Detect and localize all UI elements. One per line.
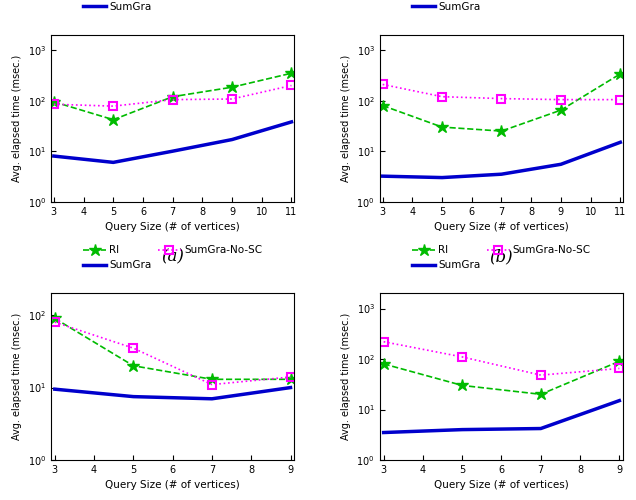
SumGra-No-SC — [287, 374, 294, 380]
Line: SumGra-No-SC: SumGra-No-SC — [378, 80, 625, 104]
RI — [50, 99, 58, 105]
SumGra-No-SC — [208, 382, 216, 388]
Legend: RI, SumGra, SumGra-No-SC: RI, SumGra, SumGra-No-SC — [412, 0, 591, 12]
X-axis label: Query Size (# of vertices): Query Size (# of vertices) — [434, 222, 569, 232]
X-axis label: Query Size (# of vertices): Query Size (# of vertices) — [434, 480, 569, 490]
Line: SumGra: SumGra — [383, 142, 620, 178]
Line: SumGra-No-SC: SumGra-No-SC — [51, 318, 294, 388]
Line: SumGra: SumGra — [384, 400, 619, 432]
SumGra-No-SC — [287, 82, 295, 88]
SumGra-No-SC — [498, 96, 506, 102]
SumGra — [169, 148, 176, 154]
SumGra — [537, 426, 544, 432]
SumGra-No-SC — [380, 338, 387, 344]
Text: (a): (a) — [162, 248, 184, 266]
SumGra — [50, 153, 58, 159]
Text: (b): (b) — [490, 248, 513, 266]
SumGra — [380, 430, 387, 436]
Y-axis label: Avg. elapsed time (msec.): Avg. elapsed time (msec.) — [341, 313, 351, 440]
RI — [537, 392, 544, 398]
Y-axis label: Avg. elapsed time (msec.): Avg. elapsed time (msec.) — [12, 54, 22, 182]
Y-axis label: Avg. elapsed time (msec.): Avg. elapsed time (msec.) — [341, 54, 351, 182]
SumGra-No-SC — [379, 82, 387, 87]
SumGra-No-SC — [169, 96, 176, 102]
RI — [169, 94, 176, 100]
SumGra — [51, 386, 59, 392]
Y-axis label: Avg. elapsed time (msec.): Avg. elapsed time (msec.) — [12, 313, 22, 440]
RI — [109, 116, 117, 122]
RI — [459, 382, 466, 388]
SumGra — [287, 384, 294, 390]
SumGra — [557, 162, 565, 168]
SumGra — [438, 174, 446, 180]
RI — [379, 102, 387, 108]
RI — [557, 107, 565, 113]
SumGra — [459, 426, 466, 432]
RI — [616, 358, 623, 364]
Line: SumGra-No-SC: SumGra-No-SC — [50, 82, 296, 110]
RI — [287, 376, 294, 382]
SumGra — [130, 394, 137, 400]
RI — [498, 128, 506, 134]
X-axis label: Query Size (# of vertices): Query Size (# of vertices) — [106, 222, 240, 232]
SumGra — [616, 140, 624, 145]
SumGra-No-SC — [109, 103, 117, 109]
RI — [380, 361, 387, 367]
SumGra — [208, 396, 216, 402]
RI — [208, 376, 216, 382]
SumGra — [616, 398, 623, 404]
Line: SumGra: SumGra — [54, 122, 291, 162]
Line: RI: RI — [377, 355, 626, 401]
RI — [438, 124, 446, 130]
SumGra-No-SC — [130, 345, 137, 351]
SumGra-No-SC — [51, 319, 59, 325]
Legend: RI, SumGra, SumGra-No-SC: RI, SumGra, SumGra-No-SC — [83, 245, 262, 270]
Line: RI: RI — [48, 67, 298, 126]
SumGra — [109, 160, 117, 166]
SumGra-No-SC — [228, 96, 236, 102]
Line: SumGra-No-SC: SumGra-No-SC — [380, 338, 623, 380]
Legend: RI, SumGra, SumGra-No-SC: RI, SumGra, SumGra-No-SC — [412, 245, 591, 270]
RI — [616, 71, 624, 77]
Line: RI: RI — [48, 312, 297, 386]
SumGra — [498, 171, 506, 177]
Line: RI: RI — [377, 68, 626, 138]
RI — [130, 363, 137, 369]
SumGra-No-SC — [50, 102, 58, 107]
SumGra-No-SC — [616, 366, 623, 372]
Legend: RI, SumGra, SumGra-No-SC: RI, SumGra, SumGra-No-SC — [83, 0, 262, 12]
SumGra-No-SC — [537, 372, 544, 378]
SumGra-No-SC — [459, 354, 466, 360]
SumGra — [379, 173, 387, 179]
SumGra-No-SC — [557, 96, 565, 102]
RI — [51, 316, 59, 322]
RI — [228, 84, 236, 90]
SumGra — [228, 136, 236, 142]
SumGra-No-SC — [616, 96, 624, 102]
SumGra-No-SC — [438, 94, 446, 100]
X-axis label: Query Size (# of vertices): Query Size (# of vertices) — [106, 480, 240, 490]
Line: SumGra: SumGra — [55, 388, 291, 399]
SumGra — [287, 119, 295, 125]
RI — [287, 70, 295, 76]
